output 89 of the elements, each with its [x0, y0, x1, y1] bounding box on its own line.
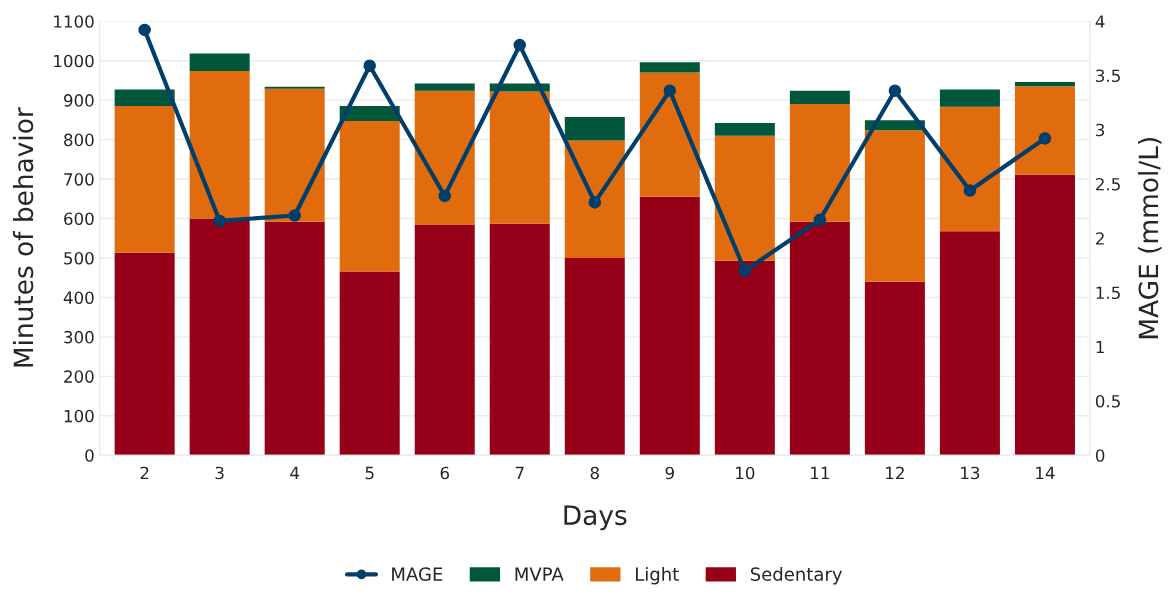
y2-axis-title: MAGE (mmol/L) — [1137, 138, 1162, 339]
y2-tick-label: 1 — [1096, 340, 1104, 354]
y-tick-label: 600 — [64, 212, 94, 226]
point — [1038, 132, 1052, 145]
y2-tick-label: 2.5 — [1096, 177, 1120, 191]
y2-tick-label: 1.5 — [1096, 286, 1120, 300]
bar — [189, 218, 250, 456]
y-tick-label: 700 — [64, 173, 94, 186]
bar — [789, 221, 850, 456]
point — [738, 264, 752, 278]
y-tick-label: 400 — [63, 291, 94, 304]
bar — [189, 53, 250, 71]
y-tick-label: 500 — [64, 251, 94, 265]
point — [138, 23, 151, 37]
bar — [564, 140, 625, 258]
y2-tick-label: 3 — [1096, 123, 1105, 137]
bar — [489, 91, 550, 224]
y-tick-label: 300 — [64, 330, 94, 344]
y-tick-label: 100 — [64, 409, 94, 423]
y-tick-label: 0 — [85, 449, 94, 462]
point — [588, 196, 602, 209]
bar — [339, 271, 400, 456]
y-tick-label: 800 — [64, 133, 94, 147]
bar — [939, 106, 1000, 232]
point — [963, 184, 977, 197]
x-tick-label: 2 — [140, 466, 149, 480]
legend-label: Light — [636, 566, 679, 585]
bar — [114, 106, 175, 253]
bar — [639, 72, 700, 197]
bar — [1014, 174, 1075, 456]
bar — [489, 223, 550, 456]
y-tick-label: 900 — [64, 94, 94, 107]
legend-label: MVPA — [515, 567, 564, 581]
bar — [414, 224, 475, 456]
bar — [114, 89, 175, 107]
y2-tick-label: 3.5 — [1096, 69, 1120, 83]
bar — [714, 135, 775, 261]
x-axis-title: Days — [564, 505, 627, 531]
x-tick-label: 14 — [1036, 466, 1055, 480]
point — [363, 59, 376, 72]
y2-tick-label: 4 — [1095, 15, 1105, 28]
bar — [939, 89, 1000, 107]
bar — [1014, 82, 1075, 87]
point — [438, 189, 451, 203]
bar — [264, 221, 325, 456]
bar — [939, 231, 1000, 456]
bar — [864, 281, 925, 456]
y2-tick-label: 2 — [1096, 232, 1104, 245]
bar — [264, 88, 325, 222]
bar — [714, 260, 775, 456]
bar — [639, 62, 700, 73]
y-tick-label: 1100 — [54, 15, 94, 28]
x-tick-label: 12 — [886, 466, 904, 480]
bar — [564, 117, 625, 141]
legend-label: Sedentary — [750, 566, 842, 585]
bar — [1014, 86, 1075, 175]
bar — [564, 257, 625, 456]
x-tick-label: 4 — [290, 466, 300, 480]
y-axis-title: Minutes of behavior — [12, 107, 34, 367]
x-tick-label: 11 — [811, 466, 829, 480]
bar — [864, 130, 925, 282]
bar — [789, 104, 850, 222]
bar — [114, 252, 175, 456]
point — [813, 213, 827, 227]
point — [888, 84, 902, 97]
bar — [714, 123, 775, 136]
bar — [339, 121, 400, 272]
y2-tick-label: 0 — [1095, 449, 1105, 462]
bar — [414, 90, 475, 225]
bar — [189, 70, 250, 219]
point — [288, 209, 301, 222]
legend-label: MAGE — [392, 567, 443, 581]
y-tick-label: 200 — [64, 370, 94, 383]
x-tick-label: 13 — [961, 466, 980, 480]
x-tick-label: 3 — [215, 466, 224, 480]
x-tick-label: 6 — [440, 466, 449, 480]
bar — [639, 196, 700, 456]
point — [213, 214, 226, 228]
bar — [414, 83, 475, 91]
x-tick-label: 9 — [665, 466, 674, 480]
x-tick-label: 8 — [590, 466, 599, 480]
x-tick-label: 7 — [515, 466, 524, 480]
x-tick-label: 10 — [736, 466, 755, 480]
x-tick-label: 5 — [365, 466, 374, 480]
y-tick-label: 1000 — [54, 54, 94, 68]
y2-tick-label: 0.5 — [1095, 394, 1120, 408]
bar — [789, 90, 850, 105]
point — [513, 38, 527, 52]
point — [663, 84, 677, 97]
